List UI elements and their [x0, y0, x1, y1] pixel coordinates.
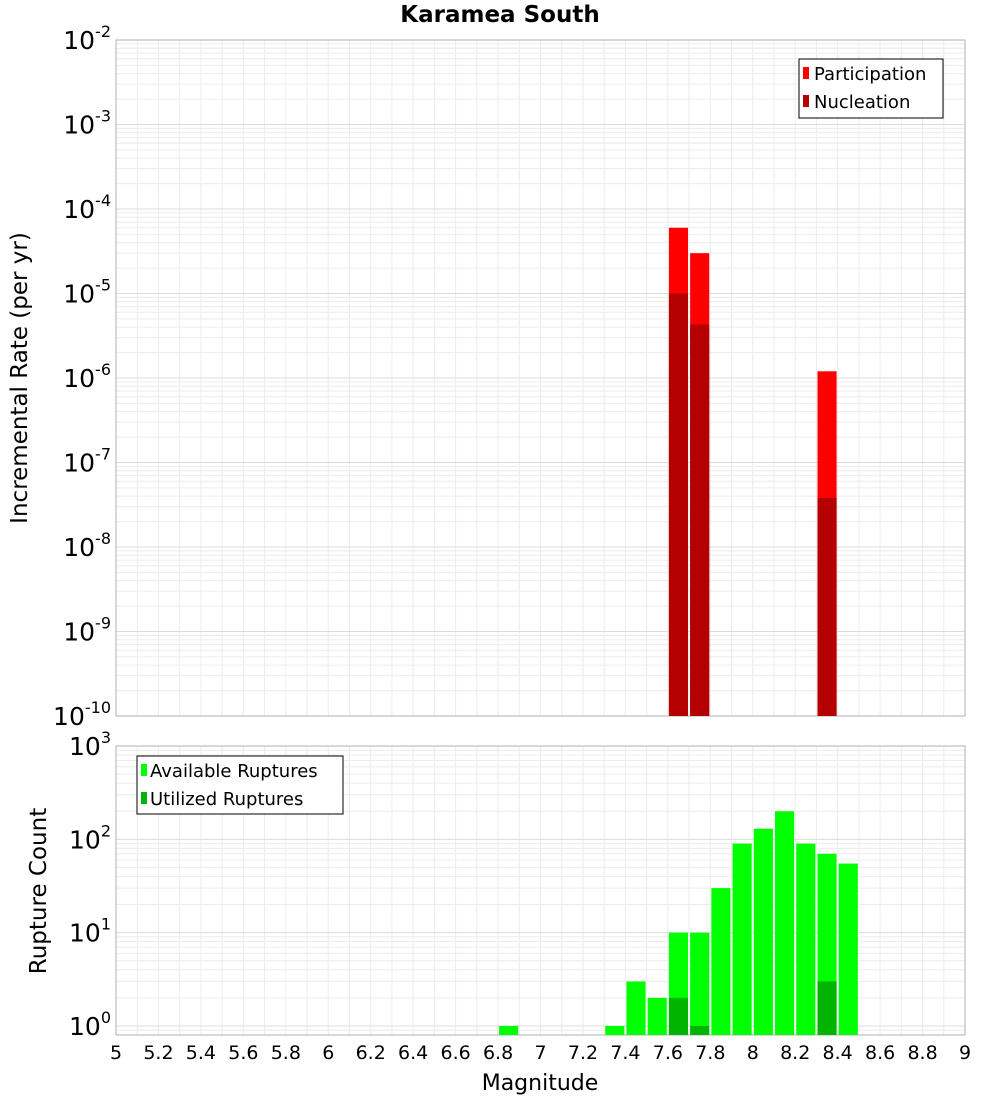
bottom-panel-y-ticks: 100 101 102 103: [69, 728, 111, 1041]
available-ruptures-bar: [838, 863, 858, 1035]
x-axis-tick-labels: 5 5.2 5.4 5.6 5.8 6 6.2 6.4 6.6 6.8 7 7.2 7.4 7.6 7.8 8…: [110, 1042, 971, 1064]
available-ruptures-bar: [499, 1025, 519, 1035]
x-tick-label: 6.8: [483, 1042, 513, 1064]
bottom-y-axis-label: Rupture Count: [26, 808, 52, 974]
utilized-ruptures-bar: [690, 1025, 710, 1035]
top-y-axis-label: Incremental Rate (per yr): [7, 232, 33, 524]
available-ruptures-bar: [796, 843, 816, 1035]
x-tick-label: 9: [959, 1042, 971, 1064]
participation-legend-swatch: [803, 67, 809, 79]
x-tick-label: 8.2: [780, 1042, 810, 1064]
participation-legend-label: Participation: [814, 64, 926, 85]
x-tick-label: 7.2: [568, 1042, 598, 1064]
bottom-y-tick-label: 103: [69, 728, 111, 761]
x-tick-label: 7: [534, 1042, 546, 1064]
x-tick-label: 6.6: [440, 1042, 470, 1064]
top-y-tick-label: 10-3: [63, 107, 111, 140]
x-tick-label: 7.6: [653, 1042, 683, 1064]
bottom-panel-bars: [499, 811, 858, 1035]
utilized-ruptures-legend-label: Utilized Ruptures: [150, 789, 303, 810]
available-ruptures-bar: [690, 932, 710, 1035]
x-tick-label: 8.8: [907, 1042, 937, 1064]
x-tick-label: 8: [747, 1042, 759, 1064]
top-y-tick-label: 10-8: [63, 529, 111, 562]
available-ruptures-bar: [626, 981, 646, 1035]
chart-title: Karamea South: [400, 2, 599, 28]
available-ruptures-legend-swatch: [141, 764, 147, 776]
top-y-tick-label: 10-6: [63, 360, 111, 393]
x-tick-label: 8.4: [823, 1042, 853, 1064]
top-y-tick-label: 10-4: [63, 191, 111, 224]
utilized-ruptures-bar: [817, 981, 837, 1035]
bottom-y-tick-label: 100: [69, 1008, 111, 1041]
bottom-legend-box: [136, 755, 344, 815]
available-ruptures-bar: [775, 811, 795, 1035]
top-panel-y-ticks: 10-10 10-9 10-8 10-7 10-6 10-5 10-4 10-3 10-2: [53, 22, 111, 731]
x-tick-label: 5.2: [143, 1042, 173, 1064]
x-axis-label: Magnitude: [482, 1071, 599, 1096]
nucleation-legend-label: Nucleation: [814, 92, 910, 113]
bottom-y-tick-label: 102: [69, 821, 111, 854]
utilized-ruptures-bar: [668, 997, 689, 1035]
top-y-tick-label: 10-5: [63, 276, 111, 309]
top-panel-grid: [115, 39, 966, 717]
x-tick-label: 7.8: [695, 1042, 725, 1064]
x-tick-label: 5.4: [186, 1042, 216, 1064]
nucleation-legend-swatch: [803, 95, 809, 107]
x-tick-label: 5: [110, 1042, 122, 1064]
x-tick-label: 5.8: [271, 1042, 301, 1064]
x-tick-label: 5.6: [228, 1042, 258, 1064]
utilized-ruptures-legend-swatch: [141, 792, 147, 804]
x-tick-label: 7.4: [610, 1042, 640, 1064]
x-tick-label: 6.2: [356, 1042, 386, 1064]
nucleation-bar: [690, 324, 710, 716]
nucleation-bar: [668, 293, 689, 716]
available-ruptures-bar: [711, 888, 731, 1035]
bottom-legend: Available Ruptures Utilized Ruptures: [136, 755, 344, 815]
top-y-tick-label: 10-2: [63, 22, 111, 55]
x-tick-label: 6: [322, 1042, 334, 1064]
bottom-y-tick-label: 101: [69, 915, 111, 948]
top-y-tick-label: 10-10: [53, 698, 111, 731]
available-ruptures-bar: [753, 828, 773, 1035]
top-y-tick-label: 10-7: [63, 445, 111, 478]
x-tick-label: 6.4: [398, 1042, 428, 1064]
nucleation-bar: [817, 498, 837, 716]
top-panel-bars: [668, 227, 837, 716]
available-ruptures-bar: [605, 1025, 625, 1035]
top-legend-box: [798, 58, 944, 119]
available-ruptures-bar: [647, 997, 667, 1035]
available-ruptures-bar: [732, 843, 752, 1035]
bottom-plot-frame: [115, 745, 966, 1036]
top-y-tick-label: 10-9: [63, 614, 111, 647]
x-tick-label: 8.6: [865, 1042, 895, 1064]
top-plot-frame: [115, 39, 966, 717]
available-ruptures-legend-label: Available Ruptures: [150, 761, 318, 782]
top-legend: Participation Nucleation: [798, 58, 944, 119]
